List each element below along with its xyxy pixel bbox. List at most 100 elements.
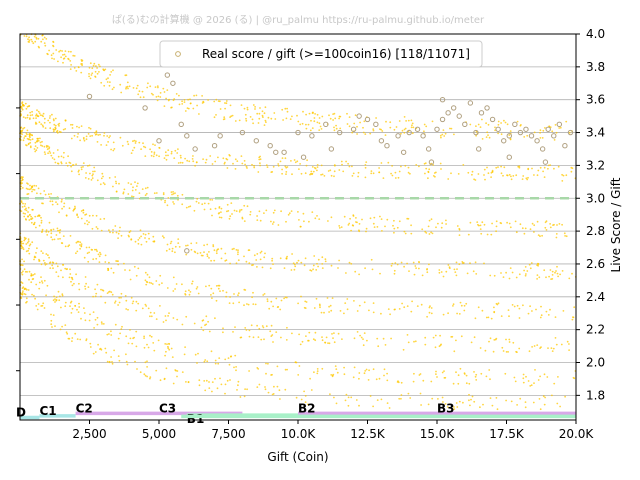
background-point bbox=[271, 393, 274, 396]
background-point bbox=[45, 253, 48, 255]
background-point bbox=[147, 82, 149, 85]
background-point bbox=[189, 98, 191, 101]
background-point bbox=[33, 189, 36, 191]
background-point bbox=[48, 49, 50, 52]
background-point bbox=[97, 253, 100, 256]
background-point bbox=[307, 403, 309, 406]
background-point bbox=[233, 366, 235, 369]
real-score-point bbox=[378, 138, 385, 144]
background-point bbox=[428, 219, 431, 222]
background-point bbox=[357, 175, 359, 178]
background-point bbox=[205, 158, 208, 161]
background-point bbox=[531, 310, 533, 312]
background-point bbox=[91, 227, 94, 230]
background-point bbox=[224, 383, 227, 386]
background-point bbox=[328, 342, 331, 345]
background-point bbox=[60, 155, 63, 158]
real-score-point bbox=[545, 126, 551, 132]
background-point bbox=[21, 187, 24, 189]
background-point bbox=[490, 176, 492, 179]
background-point bbox=[285, 166, 288, 169]
background-point bbox=[32, 188, 34, 191]
background-point bbox=[542, 395, 545, 398]
background-point bbox=[174, 251, 176, 254]
background-point bbox=[93, 132, 96, 134]
background-point bbox=[38, 287, 41, 290]
background-point bbox=[155, 192, 158, 194]
background-point bbox=[119, 136, 122, 139]
background-point bbox=[497, 120, 500, 123]
background-point bbox=[361, 218, 363, 221]
background-point bbox=[234, 158, 237, 161]
background-point bbox=[76, 250, 79, 253]
background-point bbox=[549, 226, 552, 229]
background-point bbox=[557, 376, 559, 378]
background-point bbox=[237, 251, 239, 254]
background-point bbox=[544, 127, 546, 129]
background-point bbox=[31, 40, 34, 43]
background-point bbox=[87, 178, 90, 180]
chart-title: ぱ(る)むの計算機 @ 2026 (る) | @ru_palmu https:/… bbox=[112, 13, 485, 26]
background-point bbox=[454, 271, 457, 273]
background-point bbox=[30, 38, 33, 41]
background-point bbox=[316, 262, 318, 265]
background-point bbox=[335, 124, 337, 127]
background-point bbox=[164, 354, 167, 357]
background-point bbox=[338, 117, 340, 120]
background-point bbox=[302, 212, 305, 215]
background-point bbox=[60, 306, 62, 309]
background-point bbox=[539, 375, 541, 378]
background-point bbox=[257, 122, 260, 124]
background-point bbox=[536, 278, 538, 280]
background-point bbox=[47, 254, 49, 257]
background-point bbox=[53, 158, 56, 161]
background-point bbox=[141, 90, 144, 93]
background-point bbox=[115, 231, 118, 234]
background-point bbox=[75, 70, 78, 72]
background-point bbox=[378, 377, 381, 380]
background-point bbox=[95, 65, 97, 67]
background-point bbox=[540, 346, 542, 348]
background-point bbox=[90, 179, 93, 181]
background-point bbox=[73, 282, 75, 285]
background-point bbox=[440, 226, 443, 229]
x-axis-label: Gift (Coin) bbox=[267, 450, 328, 464]
background-point bbox=[479, 228, 482, 231]
background-point bbox=[56, 149, 59, 151]
y-tick-label: 2.8 bbox=[586, 224, 605, 238]
background-point bbox=[251, 163, 253, 166]
background-point bbox=[152, 235, 155, 238]
background-point bbox=[246, 106, 249, 109]
background-point bbox=[205, 315, 208, 318]
background-point bbox=[369, 217, 372, 220]
background-point bbox=[213, 259, 216, 262]
background-point bbox=[106, 360, 109, 363]
background-point bbox=[512, 341, 515, 344]
background-point bbox=[148, 281, 151, 284]
real-score-point bbox=[170, 80, 176, 86]
background-point bbox=[256, 219, 259, 222]
background-point bbox=[38, 281, 41, 284]
background-point bbox=[121, 325, 123, 328]
background-point bbox=[41, 140, 43, 143]
background-point bbox=[133, 336, 136, 339]
background-point bbox=[49, 127, 52, 130]
background-point bbox=[153, 349, 156, 352]
background-point bbox=[487, 134, 489, 137]
background-point bbox=[497, 302, 500, 305]
background-point bbox=[276, 365, 279, 368]
background-point bbox=[333, 164, 336, 166]
background-point bbox=[33, 258, 35, 261]
background-point bbox=[494, 126, 496, 129]
background-point bbox=[231, 213, 233, 215]
background-point bbox=[513, 376, 516, 379]
background-point bbox=[483, 223, 486, 226]
background-point bbox=[421, 274, 424, 277]
background-point bbox=[345, 160, 347, 163]
background-point bbox=[332, 119, 334, 121]
background-point bbox=[410, 310, 413, 313]
background-point bbox=[407, 392, 410, 395]
background-point bbox=[410, 232, 413, 235]
background-point bbox=[266, 300, 269, 303]
background-point bbox=[330, 309, 333, 312]
